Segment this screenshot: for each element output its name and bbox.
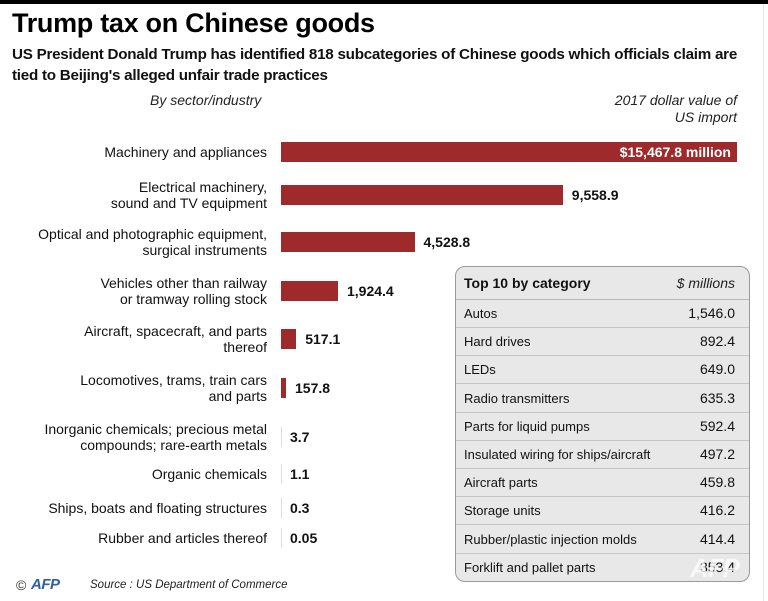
category-label: Inorganic chemicals; precious metal compo… [44, 421, 267, 453]
bar [281, 281, 338, 301]
x-axis-header-line1: 2017 dollar value of [614, 92, 737, 108]
table-row-value: 459.8 [699, 474, 735, 491]
category-label: Machinery and appliances [104, 144, 267, 160]
table-row-name: Radio transmitters [464, 390, 570, 406]
bar [281, 498, 282, 518]
table-row-name: Autos [464, 306, 498, 321]
bar-value-label: 1,924.4 [347, 283, 394, 299]
table-row-name: Parts for liquid pumps [464, 418, 590, 434]
right-divider [763, 4, 764, 601]
bar-value-label: 4,528.8 [423, 234, 471, 250]
table-row-value: 649.0 [699, 361, 735, 378]
bar-value-label: $15,467.8 million [619, 144, 731, 160]
table-header: Top 10 by category $ millions [456, 267, 749, 300]
bar-value-label: 9,558.9 [571, 187, 619, 203]
bar [281, 427, 282, 447]
y-axis-header: By sector/industry [150, 92, 262, 108]
table-title: Top 10 by category [464, 275, 591, 291]
bar-value-label: 1.1 [290, 466, 310, 482]
bar-value-label: 3.7 [290, 429, 310, 445]
bar [281, 185, 563, 205]
table-row-value: 353.4 [699, 558, 735, 575]
x-axis-header-line2: US import [674, 109, 737, 125]
table-row-value: 497.2 [699, 446, 735, 462]
category-label: Vehicles other than railway or tramway ro… [100, 275, 267, 307]
table-row: Hard drives 892.4 [456, 328, 749, 357]
table-row: Parts for liquid pumps 592.4 [456, 413, 749, 441]
source-note: Source : US Department of Commerce [90, 579, 288, 591]
category-label: Ships, boats and floating structures [48, 500, 267, 516]
category-label: Aircraft, spacecraft, and parts thereof [84, 323, 267, 355]
table-row-name: Aircraft parts [464, 475, 538, 491]
bar-value-label: 157.8 [295, 380, 331, 396]
bar-value-label: 517.1 [305, 331, 341, 347]
table-row-value: 635.3 [699, 389, 735, 406]
chart-subtitle: US President Donald Trump has identified… [12, 46, 738, 84]
table-unit-label: $ millions [676, 275, 735, 291]
bar-value-label: 0.05 [290, 530, 318, 546]
table-row: Rubber/plastic injection molds 414.4 [456, 526, 749, 554]
top10-table: Top 10 by category $ millions Autos 1,546… [455, 266, 750, 582]
bar [281, 464, 282, 484]
bar [281, 528, 282, 548]
bar [281, 142, 737, 162]
table-row-value: 592.4 [699, 417, 735, 434]
chart-title: Trump tax on Chinese goods [12, 8, 375, 38]
table-row-name: Insulated wiring for ships/aircraft [464, 447, 651, 462]
table-row-value: 892.4 [699, 333, 735, 350]
table-row-value: 416.2 [699, 502, 735, 519]
table-row-value: 1,546.0 [688, 305, 735, 321]
bar [281, 232, 415, 252]
afp-watermark: AFP [690, 553, 740, 583]
table-row: Insulated wiring for ships/aircraft 497.2 [456, 441, 749, 469]
category-label: Locomotives, trams, train cars and parts [80, 372, 267, 404]
table-row: Aircraft parts 459.8 [456, 469, 749, 498]
table-row-value: 414.4 [699, 530, 735, 547]
x-axis-header: 2017 dollar value of US import [537, 92, 737, 126]
table-row-name: LEDs [464, 362, 496, 378]
table-row: Radio transmitters 635.3 [456, 385, 749, 413]
afp-logo: AFP [31, 576, 60, 593]
top-border [0, 0, 768, 4]
table-row-name: Storage units [464, 503, 541, 519]
table-row-name: Hard drives [464, 334, 531, 350]
bar [281, 378, 286, 398]
category-label: Rubber and articles thereof [98, 530, 267, 546]
table-row: LEDs 649.0 [456, 356, 749, 385]
category-label: Organic chemicals [151, 466, 267, 482]
table-row-name: Rubber/plastic injection molds [464, 531, 637, 547]
table-row: Autos 1,546.0 [456, 300, 749, 328]
table-row-name: Forklift and pallet parts [464, 559, 596, 575]
copyright-symbol: © [16, 577, 27, 593]
category-label: Electrical machinery, sound and TV equipm… [110, 179, 267, 211]
table-row: Forklift and pallet parts 353.4 [456, 554, 749, 581]
bar-value-label: 0.3 [290, 500, 310, 516]
table-row: Storage units 416.2 [456, 497, 749, 526]
category-label: Optical and photographic equipment, surgi… [38, 226, 267, 258]
bar [281, 329, 297, 349]
